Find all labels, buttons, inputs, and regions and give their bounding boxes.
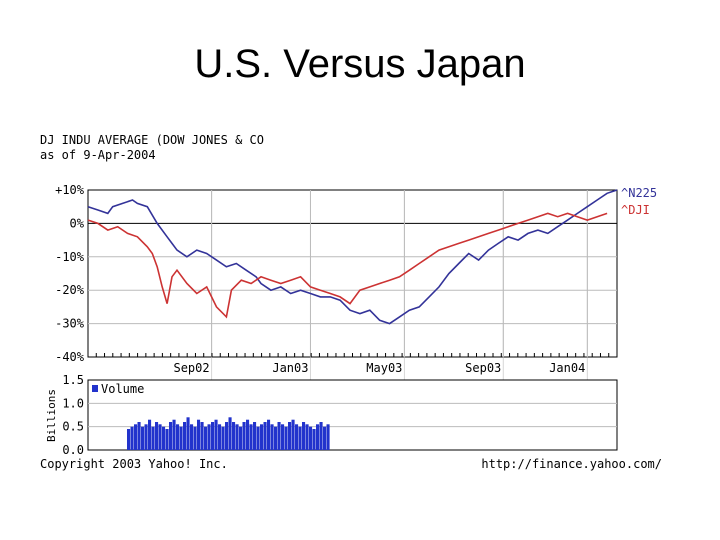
volume-bar bbox=[176, 424, 180, 450]
volume-bar bbox=[323, 426, 327, 450]
plot-frame bbox=[87, 189, 618, 358]
volume-bar bbox=[172, 419, 176, 450]
volume-bar bbox=[197, 419, 201, 450]
volume-bar bbox=[207, 424, 211, 450]
volume-bar bbox=[228, 417, 232, 450]
volume-bar bbox=[288, 422, 292, 450]
volume-legend-label: Volume bbox=[101, 382, 144, 396]
volume-bar bbox=[169, 422, 173, 450]
volume-bar bbox=[165, 429, 169, 450]
volume-bar bbox=[218, 424, 222, 450]
volume-bar bbox=[155, 422, 159, 450]
volume-bar bbox=[186, 417, 190, 450]
volume-tick-label: 1.0 bbox=[62, 396, 84, 410]
volume-bar bbox=[239, 426, 243, 450]
volume-bar bbox=[253, 422, 257, 450]
volume-bar bbox=[158, 424, 162, 450]
volume-bar bbox=[305, 424, 309, 450]
volume-tick-label: 0.5 bbox=[62, 420, 84, 434]
y-tick-label: +10% bbox=[55, 183, 85, 197]
volume-bar bbox=[256, 426, 260, 450]
series-line-n225 bbox=[87, 189, 618, 325]
volume-bar bbox=[232, 422, 236, 450]
x-tick-label: May03 bbox=[366, 361, 402, 375]
volume-bar bbox=[270, 424, 274, 450]
volume-bar bbox=[295, 424, 299, 450]
volume-bar bbox=[137, 422, 141, 450]
volume-bar bbox=[242, 422, 246, 450]
volume-bar bbox=[284, 426, 288, 450]
volume-bar bbox=[246, 419, 250, 450]
volume-bar bbox=[193, 426, 197, 450]
y-tick-label: -20% bbox=[55, 283, 85, 297]
volume-axis-label: Billions bbox=[45, 389, 58, 442]
volume-bar bbox=[326, 424, 330, 450]
volume-bar bbox=[214, 419, 218, 450]
volume-bar bbox=[200, 422, 204, 450]
volume-bar bbox=[225, 422, 229, 450]
volume-tick-label: 1.5 bbox=[62, 373, 84, 387]
main-plot: +10% 0% -10% -20% -30% -40% Sep02 Jan03 May03 Sep… bbox=[55, 183, 657, 450]
chart-header-title: DJ INDU AVERAGE (DOW JONES & CO bbox=[40, 133, 264, 147]
x-tick-label: Sep02 bbox=[173, 361, 209, 375]
copyright-text: Copyright 2003 Yahoo! Inc. bbox=[40, 457, 228, 471]
volume-bar bbox=[260, 424, 264, 450]
volume-bar bbox=[144, 424, 148, 450]
volume-bar bbox=[312, 429, 316, 450]
volume-bar bbox=[134, 424, 138, 450]
volume-bar bbox=[291, 419, 295, 450]
x-tick-label: Sep03 bbox=[465, 361, 501, 375]
volume-plot: 1.5 1.0 0.5 0.0 Billions Volume bbox=[45, 373, 618, 457]
volume-bar bbox=[204, 426, 208, 450]
volume-bar bbox=[309, 426, 313, 450]
volume-bar bbox=[127, 429, 131, 450]
volume-bar bbox=[263, 422, 267, 450]
volume-bar bbox=[267, 419, 271, 450]
volume-bar bbox=[298, 426, 302, 450]
volume-bar bbox=[183, 422, 187, 450]
volume-bar bbox=[162, 426, 166, 450]
legend-label-n225: ^N225 bbox=[621, 186, 657, 200]
x-tick-label: Jan03 bbox=[272, 361, 308, 375]
series-line-dji bbox=[87, 212, 608, 319]
volume-bar bbox=[249, 424, 253, 450]
source-url: http://finance.yahoo.com/ bbox=[481, 457, 662, 471]
y-tick-label: -10% bbox=[55, 250, 85, 264]
volume-bar bbox=[274, 426, 278, 450]
volume-tick-label: 0.0 bbox=[62, 443, 84, 457]
chart-header-date: as of 9-Apr-2004 bbox=[40, 148, 156, 162]
volume-bar bbox=[151, 426, 155, 450]
y-tick-label: -40% bbox=[55, 350, 85, 364]
volume-bar bbox=[130, 426, 134, 450]
volume-bar bbox=[277, 422, 281, 450]
volume-bar bbox=[302, 422, 306, 450]
volume-bar bbox=[235, 424, 239, 450]
volume-bar bbox=[141, 426, 145, 450]
volume-bar bbox=[211, 422, 215, 450]
volume-bar bbox=[319, 422, 323, 450]
volume-bar bbox=[281, 424, 285, 450]
volume-bar bbox=[316, 424, 320, 450]
y-tick-label: 0% bbox=[70, 216, 85, 230]
volume-legend-swatch bbox=[92, 385, 98, 392]
slide-title: U.S. Versus Japan bbox=[194, 42, 526, 86]
legend-label-dji: ^DJI bbox=[621, 203, 650, 217]
chart-header: DJ INDU AVERAGE (DOW JONES & CO as of 9-… bbox=[40, 133, 264, 162]
y-tick-label: -30% bbox=[55, 317, 85, 331]
volume-bar bbox=[221, 426, 225, 450]
volume-bar bbox=[148, 419, 152, 450]
volume-bar bbox=[179, 426, 183, 450]
x-tick-label: Jan04 bbox=[549, 361, 585, 375]
volume-bar bbox=[190, 424, 194, 450]
